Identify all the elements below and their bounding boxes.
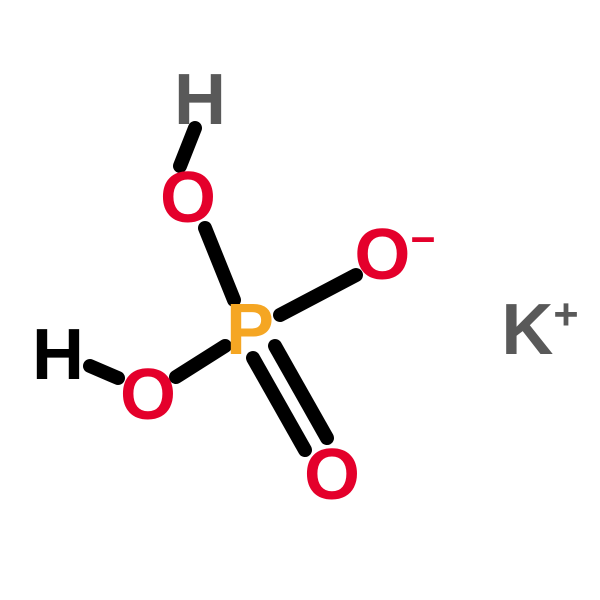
atom-oxygen-double: O (304, 439, 360, 511)
bond-P-Oneg (280, 275, 356, 315)
atom-phosphorus: P (226, 294, 274, 366)
atom-oxygen-left: O (120, 359, 176, 431)
atom-oxygen-negative: O− (354, 219, 435, 291)
bond-P=Odbl-a (253, 358, 305, 450)
chemical-structure-diagram: P O H O H O− O K+ (0, 0, 600, 600)
atom-hydrogen-top: H (174, 64, 226, 136)
atom-potassium-cation: K+ (501, 294, 578, 366)
bond-P-Oleft (176, 346, 225, 377)
atom-oxygen-top: O (160, 162, 216, 234)
atom-hydrogen-left: H (32, 319, 84, 391)
bond-P=Odbl-b (275, 346, 327, 438)
bond-Oleft-Hleft (90, 366, 118, 378)
